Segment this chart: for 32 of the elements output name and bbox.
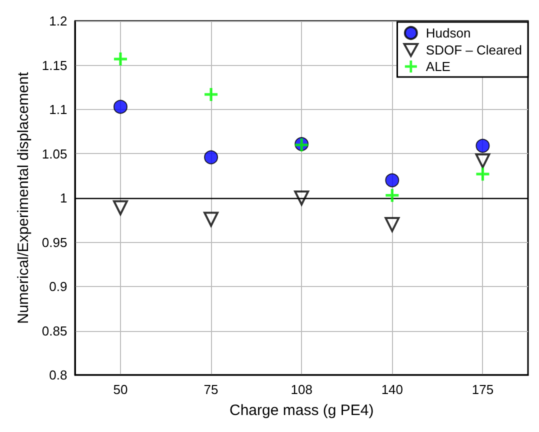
point — [476, 138, 490, 153]
point — [204, 88, 218, 101]
y-tick-label: 0.9 — [49, 279, 68, 294]
legend-label: Hudson — [426, 26, 471, 40]
point — [113, 100, 128, 114]
point — [386, 188, 399, 202]
point — [114, 52, 127, 66]
legend-label: SDOF – Cleared — [426, 42, 522, 58]
point — [384, 217, 400, 232]
x-tick-label: 108 — [290, 382, 312, 397]
x-tick-label: 75 — [204, 382, 218, 397]
y-tick-label: 1.2 — [49, 14, 68, 28]
y-tick-label: 1.05 — [42, 146, 68, 162]
y-tick-label: 1.15 — [42, 58, 68, 73]
x-tick-label: 175 — [472, 382, 494, 397]
y-tick-label: 0.85 — [42, 323, 68, 338]
y-tick-label: 0.95 — [42, 234, 68, 250]
point — [204, 150, 218, 164]
point — [475, 153, 490, 168]
x-tick-label: 50 — [113, 382, 128, 397]
y-tick-label: 1.1 — [49, 102, 68, 117]
y-axis-title: Numerical/Experimental displacement — [15, 71, 32, 324]
point — [294, 190, 310, 206]
point — [112, 200, 128, 216]
point — [204, 212, 219, 227]
legend-label: ALE — [426, 59, 451, 74]
y-tick-label: 0.8 — [49, 368, 68, 382]
point — [385, 173, 400, 188]
point — [476, 168, 490, 181]
x-axis-title: Charge mass (g PE4) — [229, 402, 374, 419]
y-tick-label: 1 — [60, 190, 68, 206]
x-tick-label: 140 — [381, 382, 404, 397]
